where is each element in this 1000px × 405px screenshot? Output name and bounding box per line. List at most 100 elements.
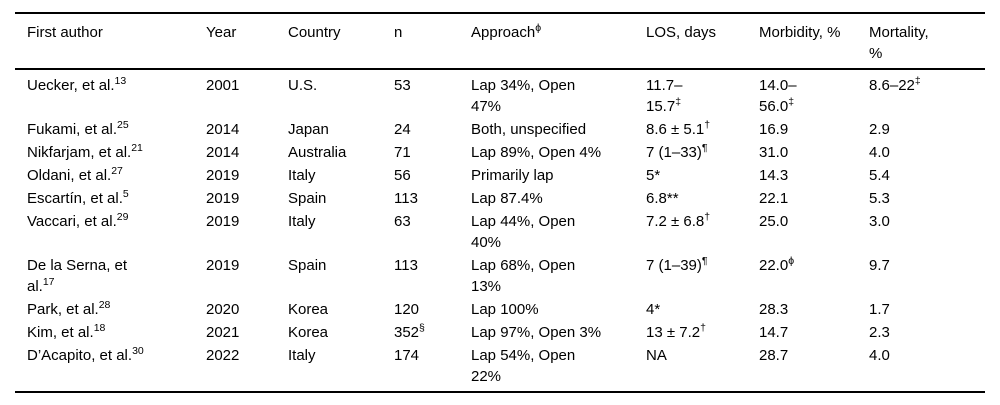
cell-year: 2022 xyxy=(206,347,240,364)
table-row: Uecker, et al.13 2001 U.S. 53 Lap 34%, Open … xyxy=(15,69,985,117)
cell-los-days: 7 (1–33)¶ xyxy=(646,142,708,161)
cell-mortality-pct: 3.0 xyxy=(869,213,890,230)
cell-year: 2020 xyxy=(206,301,240,318)
cell-mortality-pct: 5.3 xyxy=(869,190,890,207)
table-row: Park, et al.28 2020 Korea 120 Lap 100% 4* 28.3… xyxy=(15,297,985,320)
footnote-marker: † xyxy=(704,119,711,131)
cell-morbidity-pct: 22.1 xyxy=(759,190,789,207)
cell-approach: Lap 89%, Open 4% xyxy=(471,144,602,161)
cell-los-days: 11.7–15.7‡ xyxy=(646,77,683,115)
cell-year: 2014 xyxy=(206,121,240,138)
cell-mortality-pct: 8.6–22‡ xyxy=(869,75,921,94)
table-row: Kim, et al.18 2021 Korea 352§ Lap 97%, Open … xyxy=(15,320,985,343)
cell-morbidity-pct: 28.3 xyxy=(759,301,789,318)
table-row: Vaccari, et al.29 2019 Italy 63 Lap 44%, Ope… xyxy=(15,209,985,253)
cell-morbidity-pct: 28.7 xyxy=(759,347,789,364)
column-header-first-author: First author xyxy=(15,13,205,70)
footnote-marker: ϕ xyxy=(535,22,542,34)
cell-n: 71 xyxy=(394,144,411,161)
cell-country: Korea xyxy=(288,324,329,341)
cell-n: 56 xyxy=(394,167,411,184)
cell-first-author: Escartín, et al.5 xyxy=(27,188,129,207)
cell-morbidity-pct: 14.0–56.0‡ xyxy=(759,77,797,115)
cell-approach: Lap 97%, Open 3% xyxy=(471,324,602,341)
column-header-los-days: LOS, days xyxy=(645,13,758,70)
cell-country: Italy xyxy=(288,213,316,230)
footnote-marker: 17 xyxy=(42,276,55,288)
column-header-mortality-pct: Mortality, % xyxy=(868,13,985,70)
cell-morbidity-pct: 16.9 xyxy=(759,121,789,138)
cell-mortality-pct: 5.4 xyxy=(869,167,890,184)
cell-approach: Lap 34%, Open 47% xyxy=(471,77,576,115)
cell-approach: Primarily lap xyxy=(471,167,554,184)
cell-morbidity-pct: 22.0ϕ xyxy=(759,255,795,274)
cell-los-days: NA xyxy=(646,347,667,364)
footnote-marker: 13 xyxy=(114,75,127,87)
cell-country: Spain xyxy=(288,190,327,207)
cell-morbidity-pct: 25.0 xyxy=(759,213,789,230)
cell-country: Korea xyxy=(288,301,329,318)
cell-n: 120 xyxy=(394,301,420,318)
footnote-marker: ¶ xyxy=(701,255,708,267)
cell-los-days: 4* xyxy=(646,301,661,318)
cell-los-days: 7.2 ± 6.8† xyxy=(646,211,711,230)
cell-los-days: 6.8** xyxy=(646,190,679,207)
table-body: Uecker, et al.13 2001 U.S. 53 Lap 34%, Open … xyxy=(15,69,985,392)
footnote-marker: † xyxy=(704,211,711,223)
footnote-marker: † xyxy=(700,322,706,334)
cell-approach: Both, unspecified xyxy=(471,121,587,138)
cell-country: Spain xyxy=(288,257,327,274)
cell-mortality-pct: 4.0 xyxy=(869,347,890,364)
column-header-country: Country xyxy=(287,13,393,70)
footnote-marker: 29 xyxy=(116,211,129,223)
table-row: Escartín, et al.5 2019 Spain 113 Lap 87.4% 6.… xyxy=(15,186,985,209)
cell-los-days: 8.6 ± 5.1† xyxy=(646,119,711,138)
cell-first-author: Oldani, et al.27 xyxy=(27,165,123,184)
cell-mortality-pct: 4.0 xyxy=(869,144,890,161)
cell-year: 2021 xyxy=(206,324,240,341)
footnote-marker: § xyxy=(419,322,425,334)
cell-first-author: Uecker, et al.13 xyxy=(27,75,127,94)
footnote-marker: 5 xyxy=(122,188,129,200)
cell-first-author: De la Serna, et al.17 xyxy=(27,257,128,295)
cell-n: 24 xyxy=(394,121,411,138)
cell-year: 2014 xyxy=(206,144,240,161)
cell-n: 113 xyxy=(394,190,418,207)
cell-n: 113 xyxy=(394,257,418,274)
cell-mortality-pct: 2.3 xyxy=(869,324,890,341)
column-header-approach: Approachϕ xyxy=(470,13,645,70)
cell-approach: Lap 100% xyxy=(471,301,539,318)
cell-n: 174 xyxy=(394,347,420,364)
cell-first-author: Nikfarjam, et al.21 xyxy=(27,142,143,161)
cell-los-days: 13 ± 7.2† xyxy=(646,322,706,341)
cell-approach: Lap 68%, Open 13% xyxy=(471,257,576,295)
cell-year: 2001 xyxy=(206,77,240,94)
cell-mortality-pct: 2.9 xyxy=(869,121,890,138)
table-head: First author Year Country n Approachϕ LOS, da… xyxy=(15,13,985,70)
cell-morbidity-pct: 14.3 xyxy=(759,167,789,184)
footnote-marker: 27 xyxy=(111,165,123,177)
cell-morbidity-pct: 31.0 xyxy=(759,144,789,161)
cell-approach: Lap 54%, Open 22% xyxy=(471,347,576,385)
table-header-row: First author Year Country n Approachϕ LOS, da… xyxy=(15,13,985,70)
footnote-marker: ‡ xyxy=(675,96,682,108)
cell-country: Italy xyxy=(288,167,316,184)
footnote-marker: 18 xyxy=(93,322,106,334)
footnote-marker: ‡ xyxy=(788,96,795,108)
cell-los-days: 7 (1–39)¶ xyxy=(646,255,708,274)
cell-n: 63 xyxy=(394,213,411,230)
cell-year: 2019 xyxy=(206,190,240,207)
footnote-marker: ¶ xyxy=(701,142,708,154)
footnote-marker: ϕ xyxy=(788,255,795,267)
cell-mortality-pct: 1.7 xyxy=(869,301,890,318)
table-row: De la Serna, et al.17 2019 Spain 113 Lap 68%… xyxy=(15,253,985,297)
cell-los-days: 5* xyxy=(646,167,661,184)
cell-year: 2019 xyxy=(206,213,240,230)
cell-first-author: Kim, et al.18 xyxy=(27,322,106,341)
footnote-marker: ‡ xyxy=(914,75,921,87)
cell-first-author: D’Acapito, et al.30 xyxy=(27,345,144,364)
footnote-marker: 28 xyxy=(98,299,111,311)
footnote-marker: 25 xyxy=(117,119,129,131)
cell-mortality-pct: 9.7 xyxy=(869,257,890,274)
